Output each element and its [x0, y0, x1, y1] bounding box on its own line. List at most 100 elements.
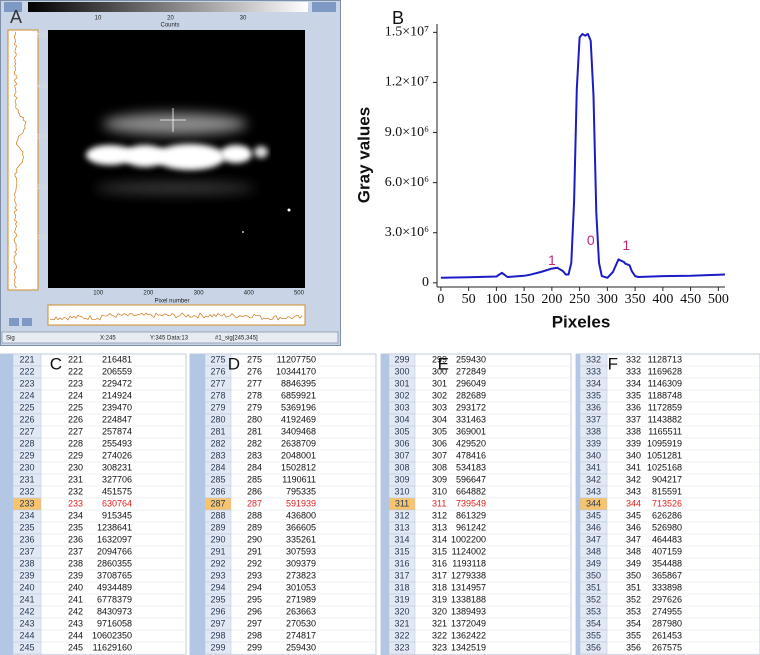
value-cell: 534183 — [456, 462, 486, 472]
status-text: Sig — [6, 336, 15, 342]
row-header: 284 — [210, 462, 225, 472]
index-cell: 350 — [626, 570, 641, 580]
y-tick-label: 100 — [37, 235, 48, 241]
row-header: 303 — [394, 402, 409, 412]
value-cell: 1172859 — [648, 402, 682, 412]
value-cell: 214924 — [102, 390, 132, 400]
index-cell: 243 — [68, 618, 83, 628]
row-header: 313 — [394, 522, 409, 532]
value-cell: 267575 — [652, 642, 682, 652]
horizontal-profile-box — [47, 304, 306, 326]
index-cell: 232 — [68, 486, 83, 496]
x-tick-label: 200 — [541, 292, 562, 307]
x-tick-label: 450 — [680, 292, 701, 307]
row-header: 315 — [394, 546, 409, 556]
index-cell: 340 — [626, 450, 641, 460]
value-cell: 282689 — [456, 390, 486, 400]
x-tick-label: 0 — [437, 292, 444, 307]
value-cell: 8430973 — [97, 606, 132, 616]
index-cell: 225 — [68, 402, 83, 412]
index-cell: 300 — [432, 366, 447, 376]
row-header: 223 — [19, 378, 34, 388]
vertical-profile-box — [7, 29, 39, 291]
row-header: 302 — [394, 390, 409, 400]
value-cell: 626286 — [652, 510, 682, 520]
index-cell: 226 — [68, 414, 83, 424]
index-cell: 342 — [626, 474, 641, 484]
row-header: 243 — [19, 618, 34, 628]
colorbar-label: Counts — [160, 23, 179, 29]
row-header: 233 — [19, 498, 34, 508]
window-button[interactable] — [4, 2, 22, 12]
index-cell: 304 — [432, 414, 447, 424]
value-cell: 1128713 — [648, 354, 682, 364]
value-cell: 307593 — [286, 546, 316, 556]
vertical-profile — [13, 31, 27, 289]
row-header: 234 — [19, 510, 34, 520]
zoom-button[interactable] — [22, 318, 32, 326]
value-cell: 1146309 — [648, 378, 682, 388]
value-cell: 287980 — [652, 618, 682, 628]
value-cell: 1165511 — [648, 426, 682, 436]
x-tick-label: 250 — [569, 292, 590, 307]
row-header: 282 — [210, 438, 225, 448]
index-cell: 285 — [247, 474, 262, 484]
index-cell: 347 — [626, 534, 641, 544]
row-header: 244 — [19, 630, 34, 640]
value-cell: 451575 — [102, 486, 132, 496]
row-header: 224 — [19, 390, 34, 400]
value-cell: 309379 — [286, 558, 316, 568]
index-cell: 228 — [68, 438, 83, 448]
value-cell: 664882 — [456, 486, 486, 496]
index-cell: 356 — [626, 642, 641, 652]
value-cell: 4192469 — [281, 414, 316, 424]
row-header: 296 — [210, 606, 225, 616]
row-header-cell — [388, 641, 416, 655]
row-header: 245 — [19, 642, 34, 652]
row-header: 322 — [394, 630, 409, 640]
index-cell: 305 — [432, 426, 447, 436]
index-cell: 294 — [247, 582, 262, 592]
row-header: 348 — [586, 546, 601, 556]
colorbar-tick-label: 20 — [167, 16, 174, 22]
window-button[interactable] — [312, 2, 336, 12]
index-cell: 336 — [626, 402, 641, 412]
value-cell: 1188748 — [648, 390, 682, 400]
row-header: 226 — [19, 414, 34, 424]
zoom-button[interactable] — [9, 318, 19, 326]
value-cell: 333898 — [652, 582, 682, 592]
value-cell: 1124002 — [452, 546, 486, 556]
index-cell: 237 — [68, 546, 83, 556]
x-tick-label: 300 — [597, 292, 618, 307]
index-cell: 322 — [432, 630, 447, 640]
row-header: 232 — [19, 486, 34, 496]
x-tick-label: 400 — [244, 291, 255, 297]
x-tick-label: 100 — [93, 291, 104, 297]
row-header: 285 — [210, 474, 225, 484]
row-header: 338 — [586, 426, 601, 436]
y-tick-label: 1.5×10⁷ — [385, 25, 429, 40]
row-header: 280 — [210, 414, 225, 424]
x-tick-label: 300 — [194, 291, 205, 297]
value-cell: 259430 — [286, 642, 316, 652]
row-header: 305 — [394, 426, 409, 436]
row-header: 339 — [586, 438, 601, 448]
row-header: 356 — [586, 642, 601, 652]
index-cell: 275 — [247, 354, 262, 364]
row-header: 343 — [586, 486, 601, 496]
value-cell: 478416 — [456, 450, 486, 460]
index-cell: 286 — [247, 486, 262, 496]
row-header: 304 — [394, 414, 409, 424]
index-cell: 299 — [247, 642, 262, 652]
index-cell: 310 — [432, 486, 447, 496]
index-cell: 307 — [432, 450, 447, 460]
row-header: 288 — [210, 510, 225, 520]
row-header: 299 — [394, 354, 409, 364]
index-cell: 235 — [68, 522, 83, 532]
value-cell: 1342519 — [451, 642, 486, 652]
value-cell: 3708765 — [97, 570, 132, 580]
value-cell: 263663 — [286, 606, 316, 616]
row-header-cell — [579, 641, 608, 655]
panel-label: F — [608, 354, 618, 373]
